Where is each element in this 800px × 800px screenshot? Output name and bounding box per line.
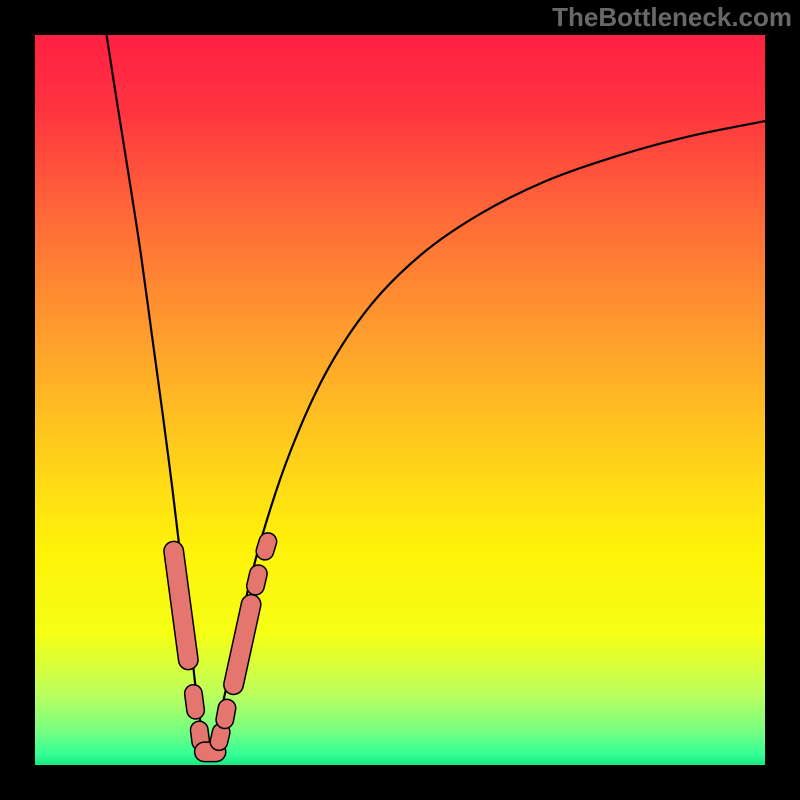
marker-pill <box>255 574 258 586</box>
marker-fill <box>225 708 227 720</box>
marker-pill <box>193 693 195 710</box>
marker-pill <box>219 732 221 741</box>
marker-fill <box>199 730 200 742</box>
marker-pill <box>225 708 227 720</box>
marker-fill <box>193 693 195 710</box>
chart-container: TheBottleneck.com <box>0 0 800 800</box>
marker-pill <box>174 551 189 660</box>
plot-area <box>35 35 765 765</box>
marker-pill <box>199 730 200 742</box>
marker-pill <box>265 542 268 551</box>
marker-fill <box>219 732 221 741</box>
marker-fill <box>265 542 268 551</box>
marker-fill <box>255 574 258 586</box>
chart-svg <box>35 35 765 765</box>
watermark-text: TheBottleneck.com <box>552 2 792 33</box>
